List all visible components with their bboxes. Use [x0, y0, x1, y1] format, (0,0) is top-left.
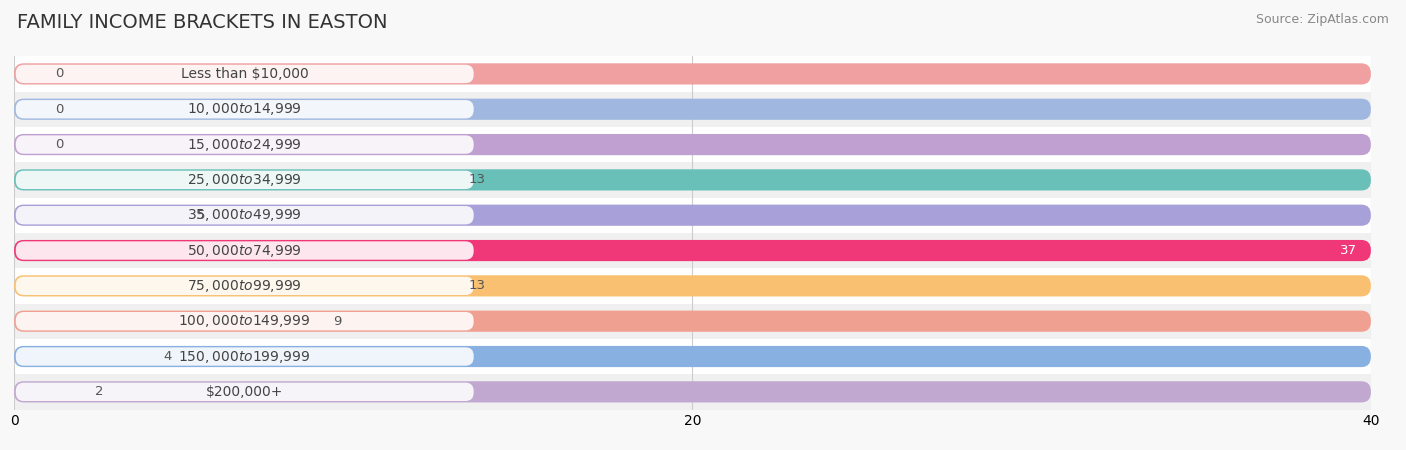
- Bar: [14, 56, 1371, 92]
- Text: 4: 4: [163, 350, 172, 363]
- Text: 0: 0: [55, 68, 63, 81]
- FancyBboxPatch shape: [14, 381, 1371, 402]
- Bar: [14, 374, 1371, 410]
- FancyBboxPatch shape: [14, 275, 1371, 297]
- Text: FAMILY INCOME BRACKETS IN EASTON: FAMILY INCOME BRACKETS IN EASTON: [17, 14, 388, 32]
- FancyBboxPatch shape: [14, 63, 1371, 85]
- Bar: [14, 339, 1371, 374]
- FancyBboxPatch shape: [14, 346, 1371, 367]
- Text: $25,000 to $34,999: $25,000 to $34,999: [187, 172, 302, 188]
- Text: $100,000 to $149,999: $100,000 to $149,999: [179, 313, 311, 329]
- FancyBboxPatch shape: [15, 347, 474, 366]
- Text: $75,000 to $99,999: $75,000 to $99,999: [187, 278, 302, 294]
- Bar: [14, 233, 1371, 268]
- Text: 13: 13: [468, 173, 485, 186]
- Bar: [14, 127, 1371, 162]
- FancyBboxPatch shape: [15, 135, 474, 154]
- FancyBboxPatch shape: [14, 169, 1371, 190]
- Text: Source: ZipAtlas.com: Source: ZipAtlas.com: [1256, 14, 1389, 27]
- Text: 0: 0: [55, 103, 63, 116]
- Text: 0: 0: [55, 138, 63, 151]
- Text: $50,000 to $74,999: $50,000 to $74,999: [187, 243, 302, 259]
- Bar: [14, 162, 1371, 198]
- Text: $35,000 to $49,999: $35,000 to $49,999: [187, 207, 302, 223]
- FancyBboxPatch shape: [15, 241, 474, 260]
- Bar: [14, 268, 1371, 303]
- Text: 13: 13: [468, 279, 485, 292]
- FancyBboxPatch shape: [15, 206, 474, 225]
- FancyBboxPatch shape: [14, 310, 1371, 332]
- Text: $150,000 to $199,999: $150,000 to $199,999: [179, 348, 311, 364]
- Text: 2: 2: [96, 385, 104, 398]
- Bar: [14, 198, 1371, 233]
- Text: 37: 37: [1340, 244, 1357, 257]
- Text: 5: 5: [197, 209, 205, 222]
- Text: $200,000+: $200,000+: [207, 385, 284, 399]
- Bar: [14, 92, 1371, 127]
- Text: 9: 9: [333, 315, 342, 328]
- FancyBboxPatch shape: [15, 277, 474, 295]
- FancyBboxPatch shape: [14, 205, 1371, 226]
- FancyBboxPatch shape: [15, 100, 474, 118]
- FancyBboxPatch shape: [15, 382, 474, 401]
- FancyBboxPatch shape: [15, 171, 474, 189]
- Text: $15,000 to $24,999: $15,000 to $24,999: [187, 136, 302, 153]
- FancyBboxPatch shape: [14, 134, 1371, 155]
- Text: Less than $10,000: Less than $10,000: [181, 67, 308, 81]
- FancyBboxPatch shape: [14, 99, 1371, 120]
- Text: $10,000 to $14,999: $10,000 to $14,999: [187, 101, 302, 117]
- FancyBboxPatch shape: [14, 240, 1371, 261]
- FancyBboxPatch shape: [15, 65, 474, 83]
- Bar: [14, 303, 1371, 339]
- FancyBboxPatch shape: [15, 312, 474, 330]
